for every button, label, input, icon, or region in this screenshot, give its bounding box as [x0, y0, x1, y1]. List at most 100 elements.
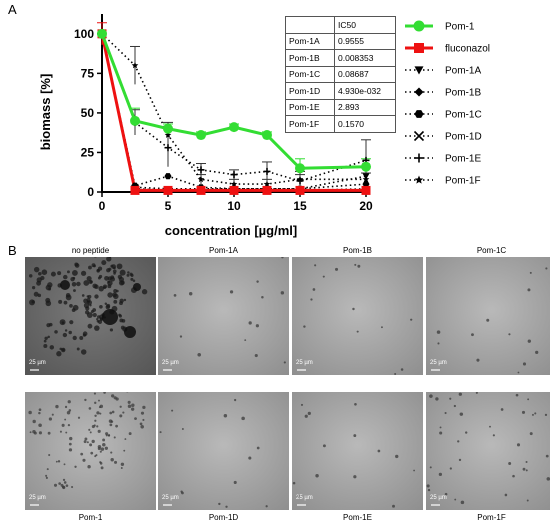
cell: [353, 475, 357, 479]
cell: [57, 460, 61, 463]
cell: [104, 275, 109, 281]
scale-label: 25 µm: [430, 360, 447, 366]
cell: [48, 322, 53, 327]
cell: [109, 423, 113, 427]
data-point: [130, 185, 140, 195]
ic50-name: Pom-1C: [285, 65, 335, 83]
cell: [102, 438, 106, 442]
cell: [108, 419, 113, 423]
cell: [522, 362, 527, 366]
cell: [99, 450, 102, 453]
cell: [142, 405, 146, 410]
cell: [45, 284, 52, 291]
cell: [94, 419, 97, 422]
cell: [458, 458, 462, 462]
cell: [72, 335, 77, 341]
legend-marker: [414, 43, 424, 53]
cell: [527, 288, 531, 292]
panel-b-label: B: [8, 243, 17, 258]
ic50-name: Pom-1E: [285, 98, 335, 116]
cell: [47, 335, 50, 339]
cell: [102, 442, 106, 447]
cell: [312, 288, 316, 291]
ic50-header: IC50: [334, 16, 396, 34]
cell: [465, 431, 468, 434]
cell: [310, 298, 313, 301]
x-axis-label: concentration [µg/ml]: [165, 223, 297, 238]
cell: [544, 413, 548, 417]
cell: [96, 318, 99, 321]
cell: [127, 271, 130, 274]
cell: [101, 260, 107, 266]
micrograph-background: [292, 257, 423, 375]
cell: [171, 409, 174, 412]
cell: [53, 483, 58, 487]
cell: [45, 297, 51, 303]
cell: [357, 264, 361, 268]
cell: [225, 505, 228, 508]
data-point: [131, 61, 139, 69]
cell: [87, 323, 93, 329]
cell-aggregate: [102, 309, 118, 325]
cell: [79, 336, 84, 340]
cell: [241, 416, 245, 421]
cell: [115, 424, 118, 428]
cell: [69, 320, 74, 325]
cell: [283, 361, 286, 364]
cell: [517, 371, 520, 374]
cell: [475, 392, 478, 394]
cell: [83, 302, 90, 309]
cell: [107, 280, 110, 284]
cell: [124, 438, 127, 440]
cell: [99, 461, 102, 464]
micrograph-background: [25, 392, 156, 510]
micrograph-canvas: [25, 392, 156, 510]
ic50-value: 0.008353: [334, 49, 396, 67]
x-tick-label: 20: [359, 199, 373, 213]
cell: [248, 321, 252, 325]
micrograph-background: [426, 392, 550, 510]
cell: [122, 411, 125, 414]
cell: [444, 411, 447, 415]
cell: [429, 394, 433, 398]
cell: [55, 460, 58, 463]
legend-label: fluconazol: [445, 44, 490, 55]
cell: [41, 269, 48, 275]
cell: [114, 460, 118, 464]
cell: [99, 317, 103, 321]
cell: [315, 474, 319, 478]
data-point: [229, 122, 239, 133]
ic50-header-row: IC50: [285, 16, 396, 34]
cell: [457, 440, 460, 443]
cell: [82, 458, 86, 462]
cell: [181, 491, 184, 495]
cell: [529, 271, 532, 274]
cell: [127, 404, 132, 409]
scale-label: 25 µm: [162, 495, 179, 501]
cell: [244, 339, 247, 342]
cell: [118, 313, 121, 317]
cell: [545, 267, 548, 270]
cell: [444, 492, 448, 496]
cell: [527, 398, 530, 401]
micrograph-caption: Pom-1F: [477, 513, 506, 522]
cell: [99, 304, 103, 309]
cell: [508, 333, 511, 336]
cell: [449, 397, 452, 400]
micrograph-image: 25 µm: [25, 392, 156, 510]
cell: [131, 403, 135, 407]
cell: [120, 462, 125, 466]
data-point: [361, 161, 371, 172]
x-tick-label: 10: [227, 199, 241, 213]
cell: [254, 353, 258, 358]
data-point: [262, 130, 272, 141]
cell: [354, 402, 357, 406]
micrograph-caption: Pom-1D: [208, 513, 239, 522]
cell: [126, 273, 130, 277]
cell: [89, 443, 93, 447]
cell: [531, 413, 534, 416]
legend-label: Pom-1B: [445, 88, 481, 99]
cell: [113, 299, 118, 304]
cell: [82, 331, 88, 337]
cell: [58, 482, 62, 485]
